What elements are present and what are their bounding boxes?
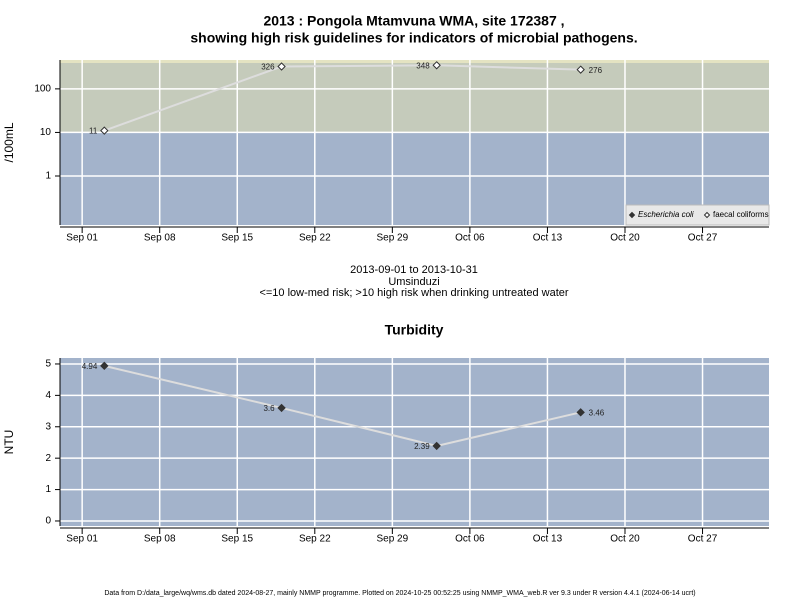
- band-top: [60, 60, 769, 63]
- y-tick-label: 1: [45, 484, 51, 495]
- x-tick-label: Sep 29: [376, 534, 408, 545]
- x-tick-label: Oct 20: [610, 233, 640, 244]
- x-tick-label: Sep 22: [299, 233, 331, 244]
- x-tick-label: Oct 20: [610, 534, 640, 545]
- note: <=10 low-med risk; >10 high risk when dr…: [259, 287, 568, 299]
- point: [432, 441, 441, 451]
- point: [277, 403, 286, 413]
- x-tick-label: Oct 13: [533, 534, 563, 545]
- x-tick-label: Oct 27: [688, 233, 718, 244]
- x-tick-label: Sep 08: [144, 534, 176, 545]
- data-label: 348: [416, 61, 430, 70]
- footer: Data from D:/data_large/wq/wms.db dated …: [104, 590, 695, 597]
- y-tick-label: 10: [40, 127, 52, 138]
- y-tick-label: 4: [45, 390, 51, 401]
- data-label: 4.94: [82, 362, 98, 371]
- band-high: [60, 60, 769, 133]
- point: [277, 62, 286, 71]
- point: [576, 408, 585, 417]
- point: [100, 361, 109, 371]
- point: [100, 126, 109, 135]
- data-label: 3.6: [263, 404, 275, 413]
- series-line: [104, 364, 581, 447]
- y-tick-label: 5: [45, 359, 51, 370]
- x-tick-label: Oct 06: [455, 233, 485, 244]
- x-tick-label: Sep 15: [221, 233, 253, 244]
- chart-title: 2013 : Pongola Mtamvuna WMA, site 172387…: [263, 13, 564, 29]
- series-line: [103, 64, 581, 132]
- y-tick-label: 0: [45, 516, 51, 527]
- legend-marker: [703, 211, 711, 219]
- data-label: 276: [589, 66, 603, 75]
- plot-bg: [60, 358, 769, 526]
- y-tick-label: 2: [45, 453, 51, 464]
- point: [576, 65, 585, 74]
- data-label: 3.46: [589, 408, 605, 417]
- y-tick-label: 1: [45, 171, 51, 182]
- data-label: 326: [261, 63, 275, 72]
- y-axis-label: NTU: [2, 430, 16, 455]
- x-tick-label: Sep 29: [376, 233, 408, 244]
- point: [432, 61, 441, 70]
- x-tick-label: Sep 15: [221, 534, 253, 545]
- x-tick-label: Sep 01: [66, 233, 98, 244]
- y-axis-label: /100mL: [2, 122, 16, 162]
- y-tick-label: 100: [34, 84, 51, 95]
- legend-label: faecal coliforms: [713, 210, 769, 219]
- data-label: 11: [89, 127, 98, 136]
- x-tick-label: Oct 27: [688, 534, 718, 545]
- x-tick-label: Oct 13: [533, 233, 563, 244]
- legend-marker: [628, 211, 636, 219]
- note: Umsinduzi: [388, 276, 439, 288]
- data-label: 2.39: [414, 442, 430, 451]
- y-tick-label: 3: [45, 421, 51, 432]
- x-tick-label: Sep 01: [66, 534, 98, 545]
- legend-box: [625, 204, 770, 226]
- x-tick-label: Sep 22: [299, 534, 331, 545]
- chart-title: Turbidity: [385, 322, 444, 338]
- legend-label: Escherichia coli: [638, 210, 694, 219]
- chart-title: showing high risk guidelines for indicat…: [190, 30, 637, 46]
- x-tick-label: Sep 08: [144, 233, 176, 244]
- x-tick-label: Oct 06: [455, 534, 485, 545]
- note: 2013-09-01 to 2013-10-31: [350, 264, 478, 276]
